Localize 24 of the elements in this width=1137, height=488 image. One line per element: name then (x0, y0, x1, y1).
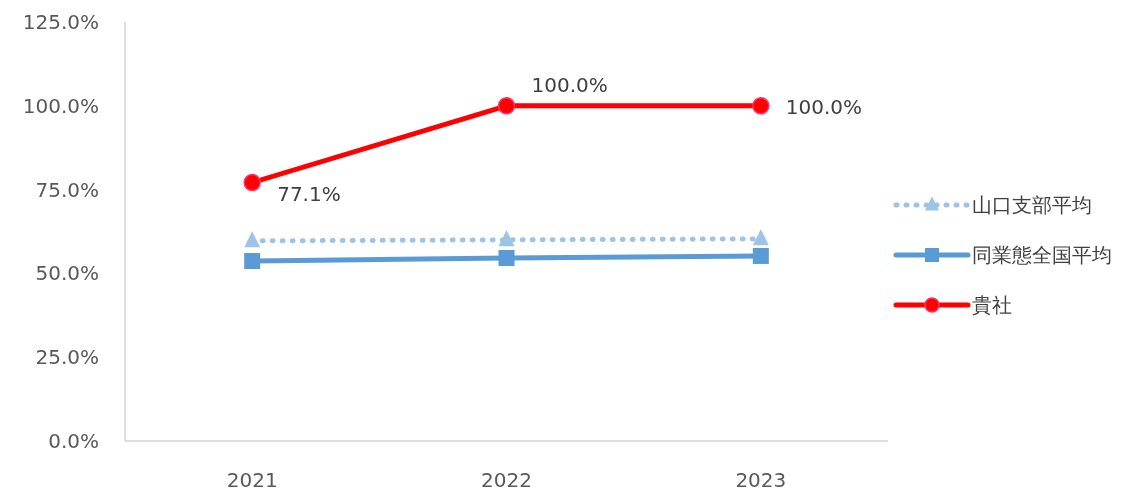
legend-label: 山口支部平均 (972, 193, 1092, 217)
point (752, 97, 770, 115)
y-tick-label: 0.0% (48, 429, 99, 453)
data-label: 100.0% (531, 72, 608, 97)
point (497, 97, 516, 115)
data-label: 100.0% (785, 94, 863, 119)
y-tick-label: 75.0% (35, 177, 99, 202)
x-tick-label: 2023 (735, 468, 787, 488)
point (243, 173, 261, 192)
x-tick-label: 2022 (481, 468, 532, 488)
y-tick-label: 50.0% (35, 261, 99, 286)
legend-label: 貴社 (972, 293, 1012, 317)
point (752, 247, 769, 264)
point (498, 249, 515, 266)
y-tick-label: 25.0% (35, 345, 99, 370)
x-tick-label: 2021 (226, 468, 278, 488)
data-label: 77.1% (277, 181, 341, 206)
legend-label: 同業態全国平均 (972, 243, 1112, 267)
y-tick-label: 125.0% (22, 10, 99, 34)
point (752, 229, 769, 246)
point (498, 230, 515, 247)
y-tick-label: 100.0% (22, 93, 99, 118)
point (244, 253, 261, 269)
point (244, 231, 261, 248)
